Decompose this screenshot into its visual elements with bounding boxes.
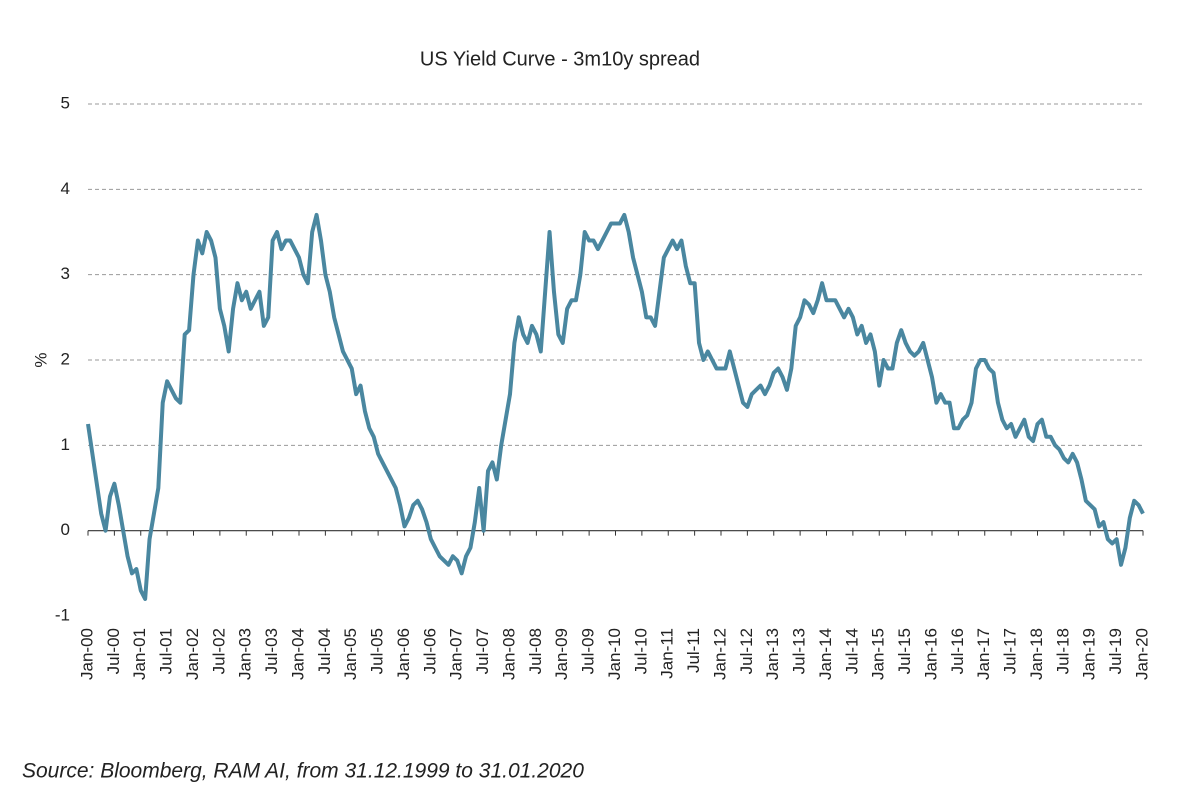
x-tick-label: Jan-05: [341, 628, 360, 680]
x-tick-label: Jul-17: [1001, 628, 1020, 674]
x-tick-label: Jan-04: [288, 628, 307, 680]
x-tick-label: Jul-12: [737, 628, 756, 674]
x-tick-label: Jul-10: [631, 628, 650, 674]
x-tick-label: Jul-01: [157, 628, 176, 674]
y-tick-label: 4: [61, 179, 70, 198]
x-tick-label: Jan-20: [1132, 628, 1151, 680]
y-tick-label: 3: [61, 264, 70, 283]
x-tick-label: Jul-14: [842, 628, 861, 674]
x-tick-label: Jan-09: [552, 628, 571, 680]
x-tick-label: Jan-03: [236, 628, 255, 680]
x-tick-label: Jul-05: [368, 628, 387, 674]
y-tick-label: -1: [55, 605, 70, 624]
x-tick-label: Jan-18: [1027, 628, 1046, 680]
x-tick-label: Jan-14: [816, 628, 835, 680]
x-tick-label: Jul-13: [790, 628, 809, 674]
x-tick-label: Jul-02: [209, 628, 228, 674]
y-tick-label: 1: [61, 435, 70, 454]
y-axis-label: %: [31, 352, 50, 367]
x-tick-label: Jul-07: [473, 628, 492, 674]
x-tick-label: Jul-11: [684, 628, 703, 673]
x-tick-label: Jul-08: [526, 628, 545, 674]
y-tick-label: 0: [61, 520, 70, 539]
x-tick-label: Jul-15: [895, 628, 914, 674]
x-tick-label: Jul-19: [1106, 628, 1125, 674]
x-tick-label: Jan-01: [130, 628, 149, 680]
x-tick-label: Jan-13: [763, 628, 782, 680]
x-tick-label: Jan-08: [499, 628, 518, 680]
x-tick-label: Jan-15: [869, 628, 888, 680]
data-line: [86, 212, 1145, 601]
x-tick-label: Jan-19: [1080, 628, 1099, 680]
x-tick-label: Jul-18: [1053, 628, 1072, 674]
x-tick-label: Jan-16: [921, 628, 940, 680]
x-tick-label: Jul-16: [948, 628, 967, 674]
chart-title: US Yield Curve - 3m10y spread: [420, 48, 700, 70]
x-tick-label: Jul-00: [104, 628, 123, 674]
x-tick-label: Jan-10: [605, 628, 624, 680]
x-tick-label: Jul-09: [579, 628, 598, 674]
x-tick-label: Jan-06: [394, 628, 413, 680]
y-tick-label: 5: [61, 93, 70, 112]
x-tick-label: Jan-11: [658, 628, 677, 679]
x-tick-label: Jan-12: [710, 628, 729, 680]
x-tick-label: Jul-04: [315, 628, 334, 674]
y-tick-label: 2: [61, 349, 70, 368]
x-tick-label: Jan-07: [447, 628, 466, 680]
x-tick-label: Jan-00: [77, 628, 96, 680]
x-tick-label: Jul-03: [262, 628, 281, 674]
x-tick-label: Jul-06: [420, 628, 439, 674]
source-note: Source: Bloomberg, RAM AI, from 31.12.19…: [22, 760, 584, 783]
x-tick-label: Jan-02: [183, 628, 202, 680]
x-tick-label: Jan-17: [974, 628, 993, 680]
